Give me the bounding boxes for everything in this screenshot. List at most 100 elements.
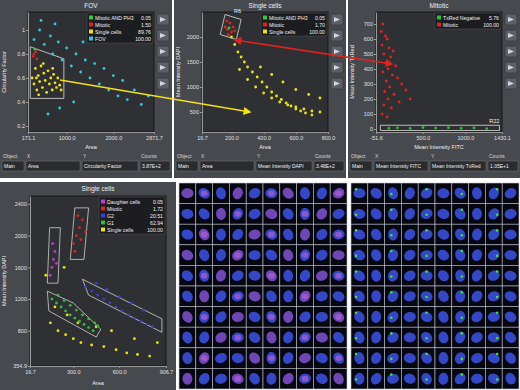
cell-image[interactable] bbox=[401, 204, 418, 225]
cell-image[interactable] bbox=[213, 368, 230, 389]
cell-image[interactable] bbox=[452, 245, 469, 266]
cell-image[interactable] bbox=[502, 348, 519, 369]
cell-image[interactable] bbox=[246, 265, 263, 286]
cell-image[interactable] bbox=[330, 265, 347, 286]
cell-image[interactable] bbox=[263, 265, 280, 286]
cell-image[interactable] bbox=[213, 327, 230, 348]
cell-image[interactable] bbox=[297, 286, 314, 307]
cell-image[interactable] bbox=[330, 286, 347, 307]
cell-image[interactable] bbox=[330, 204, 347, 225]
cell-image[interactable] bbox=[280, 224, 297, 245]
cell-image[interactable] bbox=[385, 368, 402, 389]
cell-image[interactable] bbox=[469, 245, 486, 266]
dropdown[interactable] bbox=[26, 161, 80, 171]
cell-image[interactable] bbox=[401, 327, 418, 348]
cell-image[interactable] bbox=[229, 265, 246, 286]
dropdown[interactable] bbox=[350, 161, 372, 171]
cell-image[interactable] bbox=[313, 286, 330, 307]
cell-image[interactable] bbox=[418, 286, 435, 307]
cell-image[interactable] bbox=[351, 183, 368, 204]
cell-image[interactable] bbox=[351, 348, 368, 369]
cell-image[interactable] bbox=[368, 307, 385, 328]
cell-image[interactable] bbox=[351, 204, 368, 225]
cell-image[interactable] bbox=[246, 245, 263, 266]
cell-image[interactable] bbox=[229, 327, 246, 348]
cell-image[interactable] bbox=[469, 183, 486, 204]
cell-image[interactable] bbox=[246, 348, 263, 369]
cell-image[interactable] bbox=[313, 245, 330, 266]
cell-image[interactable] bbox=[435, 286, 452, 307]
cell-image[interactable] bbox=[368, 183, 385, 204]
cell-image[interactable] bbox=[385, 307, 402, 328]
cell-image[interactable] bbox=[469, 307, 486, 328]
cell-image[interactable] bbox=[213, 204, 230, 225]
cell-image[interactable] bbox=[263, 245, 280, 266]
toolbar-button[interactable] bbox=[157, 78, 169, 89]
cell-image[interactable] bbox=[246, 307, 263, 328]
cell-image[interactable] bbox=[502, 204, 519, 225]
cell-image[interactable] bbox=[246, 368, 263, 389]
cell-image[interactable] bbox=[452, 327, 469, 348]
cell-image[interactable] bbox=[401, 368, 418, 389]
cell-image[interactable] bbox=[297, 348, 314, 369]
cell-image[interactable] bbox=[502, 265, 519, 286]
cell-image[interactable] bbox=[330, 307, 347, 328]
cell-image[interactable] bbox=[469, 368, 486, 389]
cell-image[interactable] bbox=[297, 183, 314, 204]
cell-image[interactable] bbox=[435, 265, 452, 286]
cell-image[interactable] bbox=[330, 183, 347, 204]
cell-image[interactable] bbox=[385, 265, 402, 286]
cell-image[interactable] bbox=[179, 327, 196, 348]
dropdown[interactable] bbox=[430, 161, 486, 171]
cell-image[interactable] bbox=[179, 348, 196, 369]
cell-image[interactable] bbox=[179, 307, 196, 328]
cell-image[interactable] bbox=[179, 224, 196, 245]
cell-image[interactable] bbox=[502, 224, 519, 245]
toolbar-button[interactable] bbox=[157, 14, 169, 25]
cell-image[interactable] bbox=[196, 204, 213, 225]
cell-image[interactable] bbox=[246, 224, 263, 245]
cell-image[interactable] bbox=[196, 368, 213, 389]
cell-image[interactable] bbox=[297, 368, 314, 389]
cell-image[interactable] bbox=[313, 368, 330, 389]
cell-image[interactable] bbox=[485, 183, 502, 204]
cell-image[interactable] bbox=[502, 286, 519, 307]
cell-image[interactable] bbox=[418, 183, 435, 204]
cell-image[interactable] bbox=[485, 224, 502, 245]
toolbar-button[interactable] bbox=[505, 14, 517, 25]
cell-image[interactable] bbox=[229, 307, 246, 328]
cell-image[interactable] bbox=[229, 348, 246, 369]
cell-image[interactable] bbox=[213, 307, 230, 328]
cell-image[interactable] bbox=[179, 286, 196, 307]
dropdown[interactable] bbox=[140, 161, 170, 171]
cell-image[interactable] bbox=[297, 245, 314, 266]
cell-image[interactable] bbox=[263, 286, 280, 307]
cell-image[interactable] bbox=[452, 307, 469, 328]
cell-image[interactable] bbox=[246, 327, 263, 348]
cell-image[interactable] bbox=[435, 224, 452, 245]
cell-image[interactable] bbox=[452, 286, 469, 307]
cell-image[interactable] bbox=[435, 348, 452, 369]
cell-image[interactable] bbox=[469, 224, 486, 245]
cell-image[interactable] bbox=[213, 245, 230, 266]
cell-image[interactable] bbox=[435, 368, 452, 389]
cell-image[interactable] bbox=[246, 204, 263, 225]
cell-image[interactable] bbox=[297, 307, 314, 328]
cell-image[interactable] bbox=[330, 348, 347, 369]
toolbar-button[interactable] bbox=[331, 30, 343, 41]
cell-image[interactable] bbox=[263, 348, 280, 369]
cell-image[interactable] bbox=[229, 245, 246, 266]
cell-image[interactable] bbox=[280, 183, 297, 204]
cell-image[interactable] bbox=[263, 224, 280, 245]
cell-image[interactable] bbox=[452, 204, 469, 225]
cell-image[interactable] bbox=[263, 183, 280, 204]
cell-image[interactable] bbox=[351, 368, 368, 389]
cell-image[interactable] bbox=[213, 183, 230, 204]
cell-image[interactable] bbox=[229, 286, 246, 307]
cell-image[interactable] bbox=[502, 368, 519, 389]
cell-image[interactable] bbox=[280, 245, 297, 266]
cell-image[interactable] bbox=[452, 224, 469, 245]
cell-image[interactable] bbox=[418, 265, 435, 286]
cell-image[interactable] bbox=[313, 224, 330, 245]
cell-image[interactable] bbox=[213, 224, 230, 245]
